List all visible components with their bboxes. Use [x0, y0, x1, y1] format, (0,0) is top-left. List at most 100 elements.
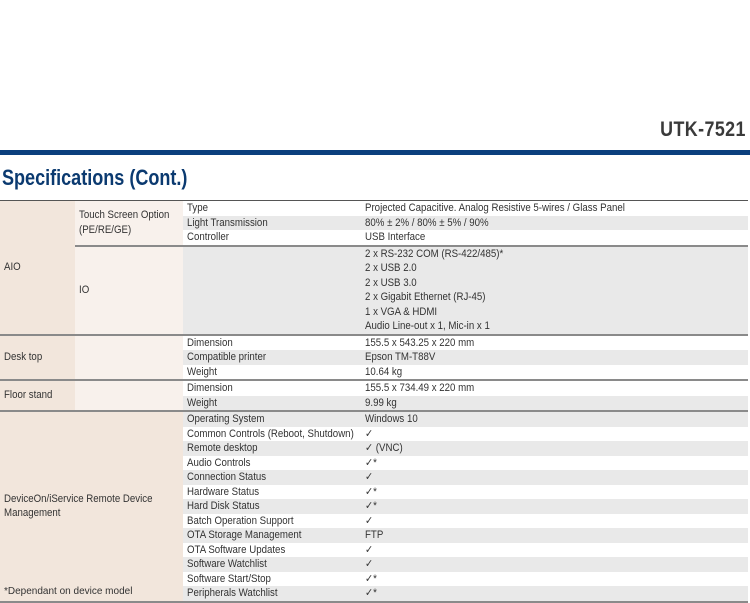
footnote: *Dependant on device model	[4, 586, 133, 597]
spec-item: Light Transmission	[183, 215, 361, 230]
spec-subcategory-text: Touch Screen Option (PE/RE/GE)	[79, 209, 170, 236]
spec-category-text: Desk top	[4, 351, 43, 363]
spec-value-text: 155.5 x 734.49 x 220 mm	[365, 382, 475, 394]
spec-item: Dimension	[183, 333, 361, 350]
spec-item: OTA Storage Management	[183, 528, 361, 543]
spec-value-text: 9.99 kg	[365, 396, 397, 409]
spec-value: ✓*	[361, 572, 748, 587]
spec-item-text: Dimension	[187, 382, 233, 394]
spec-value-text: FTP	[365, 529, 384, 541]
spec-item-text: Type	[187, 202, 208, 214]
spec-value: ✓	[361, 427, 748, 442]
page-title: Specifications (Cont.)	[2, 165, 188, 190]
spec-value: 2 x RS-232 COM (RS-422/485)* 2 x USB 2.0 2…	[361, 244, 748, 335]
spec-row: Floor stand Dimension 155.5 x 734.49 x 220…	[0, 379, 748, 411]
spec-item-text: Audio Controls	[187, 456, 251, 469]
spec-item: Batch Operation Support	[183, 514, 361, 529]
spec-item: Common Controls (Reboot, Shutdown)	[183, 427, 361, 442]
spec-item-text: Compatible printer	[187, 351, 267, 363]
spec-item: Software Start/Stop	[183, 572, 361, 587]
spec-row: OTA Software Updates ✓	[0, 543, 748, 558]
spec-item-text: Hardware Status	[187, 485, 260, 498]
spec-row: Connection Status ✓	[0, 470, 748, 485]
spec-item: Hardware Status	[183, 485, 361, 500]
spec-category: Desk top	[0, 333, 75, 380]
spec-value: ✓*	[361, 499, 748, 514]
spec-item-text: OTA Software Updates	[187, 543, 286, 556]
spec-item-text: Connection Status	[187, 471, 267, 483]
spec-row: Controller USB Interface	[0, 230, 748, 246]
spec-table: AIO Touch Screen Option (PE/RE/GE) Type Pro…	[0, 200, 748, 603]
spec-value-text: 2 x RS-232 COM (RS-422/485)* 2 x USB 2.0 2…	[365, 247, 504, 333]
spec-value-text: ✓	[365, 558, 374, 570]
spec-row: Compatible printer Epson TM-T88V	[0, 350, 748, 365]
spec-value-text: ✓	[365, 514, 374, 527]
spec-item-text: Hard Disk Status	[187, 500, 260, 512]
spec-value-text: 155.5 x 543.25 x 220 mm	[365, 336, 475, 349]
spec-value: 80% ± 2% / 80% ± 5% / 90%	[361, 215, 748, 230]
spec-row: Remote desktop ✓ (VNC)	[0, 441, 748, 456]
spec-row: Audio Controls ✓*	[0, 456, 748, 471]
spec-value-text: 10.64 kg	[365, 365, 403, 378]
spec-item-text: Weight	[187, 365, 217, 378]
spec-row: DeviceOn/iService Remote Device Manageme…	[0, 410, 748, 602]
spec-value: ✓	[361, 514, 748, 529]
spec-subcategory: IO	[75, 244, 183, 335]
spec-value-text: ✓*	[365, 587, 377, 599]
spec-value-text: 80% ± 2% / 80% ± 5% / 90%	[365, 216, 489, 229]
spec-category: DeviceOn/iService Remote Device Manageme…	[0, 410, 183, 602]
spec-item-text: Light Transmission	[187, 216, 268, 229]
spec-category-text: DeviceOn/iService Remote Device Manageme…	[4, 492, 153, 520]
spec-category-text: AIO	[4, 261, 21, 273]
product-model: UTK-7521	[660, 118, 746, 141]
spec-item: Dimension	[183, 379, 361, 396]
spec-item-text: Remote desktop	[187, 442, 258, 454]
spec-row: AIO Touch Screen Option (PE/RE/GE) Type Pro…	[0, 200, 748, 335]
spec-value: ✓*	[361, 586, 748, 602]
spec-item-text: Batch Operation Support	[187, 514, 294, 527]
spec-row: Hard Disk Status ✓*	[0, 499, 748, 514]
spec-value-text: USB Interface	[365, 231, 426, 243]
spec-item: Controller	[183, 230, 361, 246]
spec-item: Connection Status	[183, 470, 361, 485]
spec-item: Remote desktop	[183, 441, 361, 456]
spec-value-text: ✓*	[365, 572, 377, 585]
spec-row: IO 2 x RS-232 COM (RS-422/485)* 2 x USB 2.…	[0, 244, 748, 335]
spec-item: Weight	[183, 395, 361, 411]
spec-value: ✓*	[361, 485, 748, 500]
spec-row: OTA Storage Management FTP	[0, 528, 748, 543]
spec-value-text: ✓ (VNC)	[365, 442, 403, 454]
spec-item-text: Controller	[187, 231, 229, 243]
spec-value: ✓	[361, 470, 748, 485]
spec-row: Software Start/Stop ✓*	[0, 572, 748, 587]
spec-value-text: ✓	[365, 471, 374, 483]
spec-value: FTP	[361, 528, 748, 543]
spec-subcategory: Touch Screen Option (PE/RE/GE)	[75, 200, 183, 246]
spec-item-text: Operating System	[187, 413, 265, 425]
spec-row: Weight 10.64 kg	[0, 365, 748, 381]
spec-subcategory	[75, 379, 183, 411]
spec-value-text: ✓*	[365, 500, 377, 512]
spec-subcategory	[75, 333, 183, 380]
spec-value: 155.5 x 734.49 x 220 mm	[361, 379, 748, 396]
spec-item: Weight	[183, 365, 361, 381]
spec-value-text: ✓	[365, 427, 374, 440]
spec-value: Windows 10	[361, 410, 748, 427]
spec-item: Type	[183, 200, 361, 216]
spec-item-text: Software Watchlist	[187, 558, 267, 570]
spec-value-text: ✓*	[365, 456, 377, 469]
spec-item-text: OTA Storage Management	[187, 529, 302, 541]
header-divider-bar	[0, 150, 750, 155]
spec-value-text: ✓*	[365, 485, 377, 498]
spec-item	[183, 244, 361, 335]
spec-item: Audio Controls	[183, 456, 361, 471]
spec-row: Hardware Status ✓*	[0, 485, 748, 500]
spec-item-text: Weight	[187, 396, 217, 409]
spec-row: Batch Operation Support ✓	[0, 514, 748, 529]
spec-value: ✓*	[361, 456, 748, 471]
spec-item: Hard Disk Status	[183, 499, 361, 514]
spec-value: USB Interface	[361, 230, 748, 246]
spec-row: Desk top Dimension 155.5 x 543.25 x 220 mm	[0, 333, 748, 380]
spec-value: ✓	[361, 557, 748, 572]
spec-value: 10.64 kg	[361, 365, 748, 381]
